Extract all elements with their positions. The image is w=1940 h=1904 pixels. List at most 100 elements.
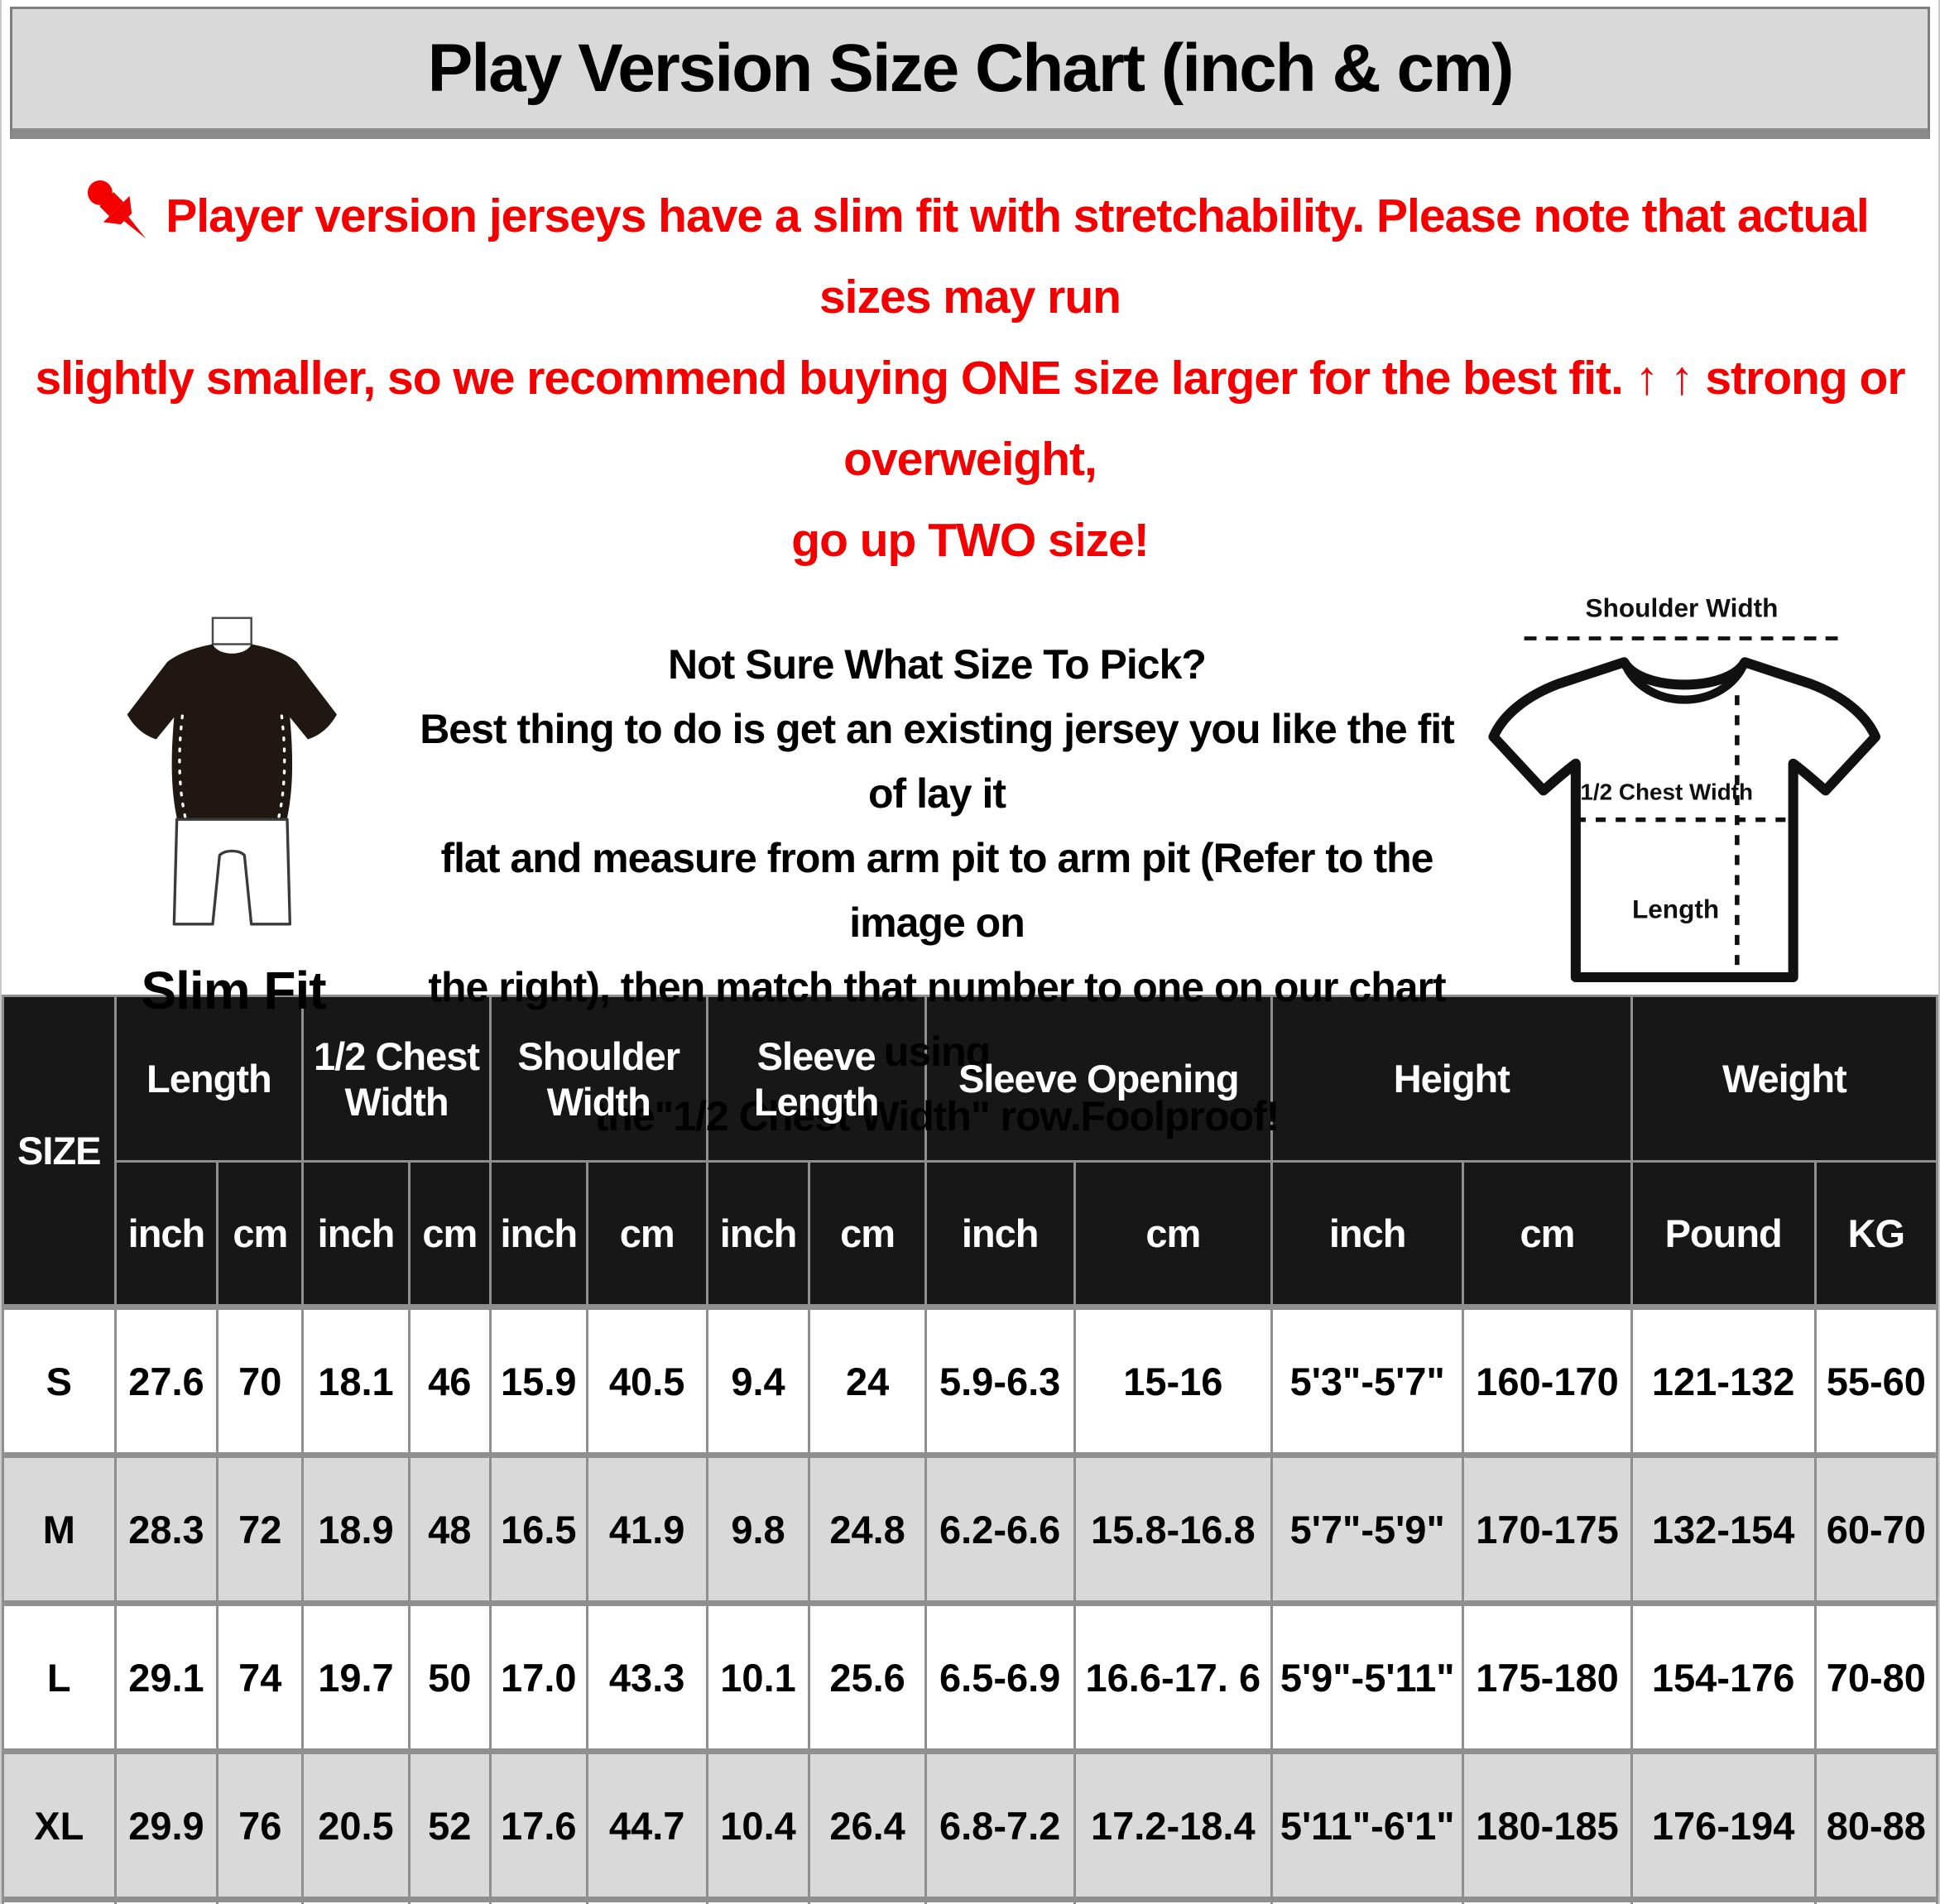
value-cell: 17.6 <box>488 1748 588 1902</box>
fit-guide-line: flat and measure from arm pit to arm pit… <box>440 835 1434 947</box>
column-group-height: Height <box>1270 995 1633 1163</box>
length-label: Length <box>1632 894 1719 924</box>
value-cell: 6'1"-6'2" <box>1270 1897 1465 1904</box>
column-group-shoulder-width: Shoulder Width <box>488 995 708 1163</box>
value-cell: 17.2-18.4 <box>1073 1748 1273 1902</box>
column-group-weight: Weight <box>1630 995 1938 1163</box>
value-cell: 121-132 <box>1630 1304 1817 1457</box>
value-cell: 185-188 <box>1462 1897 1633 1904</box>
value-cell: 20.5 <box>301 1748 411 1902</box>
value-cell: 5'7"-5'9" <box>1270 1452 1465 1605</box>
slim-fit-label: Slim Fit <box>141 961 326 1021</box>
size-cell: XL <box>2 1748 117 1902</box>
value-cell: 194-203 <box>1630 1897 1817 1904</box>
value-cell: 10.4 <box>705 1748 811 1902</box>
header-row-units: inch cm inch cm inch cm inch cm inch cm inch cm Poun… <box>3 1160 1938 1309</box>
column-group-sleeve-length: Sleeve Length <box>705 995 927 1163</box>
fit-notice-line-3: go up TWO size! <box>791 514 1149 568</box>
value-cell: 70-80 <box>1813 1600 1938 1753</box>
fit-guide-heading: Not Sure What Size To Pick? <box>668 641 1207 688</box>
value-cell: 180-185 <box>1462 1748 1633 1902</box>
value-cell: 7.2-7.6 <box>924 1897 1076 1904</box>
unit-header: cm <box>216 1160 305 1309</box>
unit-header: cm <box>1073 1160 1273 1309</box>
value-cell: 88-92 <box>1813 1897 1938 1904</box>
unit-header: cm <box>808 1160 927 1309</box>
value-cell: 9.8 <box>705 1452 811 1605</box>
table-head: SIZE Length 1/2 Chest Width Shoulder Width… <box>2 995 1938 1309</box>
fit-notice-text-1: Player version jerseys have a slim fit w… <box>166 189 1869 324</box>
header-row-groups: SIZE Length 1/2 Chest Width Shoulder Width… <box>2 995 1938 1309</box>
value-cell: 30.7 <box>113 1897 219 1904</box>
value-cell: 154-176 <box>1630 1600 1817 1753</box>
page-title: Play Version Size Chart (inch & cm) <box>10 7 1930 139</box>
unit-header: cm <box>407 1160 492 1309</box>
value-cell: 6.8-7.2 <box>924 1748 1076 1902</box>
value-cell: 21.3 <box>301 1897 411 1904</box>
pushpin-icon <box>88 180 146 239</box>
size-row-s: S 27.6 70 18.1 46 15.9 40.5 9.4 24 5.9-6.3 15-16 5'… <box>2 1304 1938 1457</box>
shoulder-width-label: Shoulder Width <box>1586 593 1779 623</box>
half-chest-width-label: 1/2 Chest Width <box>1580 779 1753 805</box>
size-cell: L <box>2 1600 117 1753</box>
value-cell: 5'9"-5'11" <box>1270 1600 1465 1753</box>
value-cell: 15.8-16.8 <box>1073 1452 1273 1605</box>
value-cell: 6.5-6.9 <box>924 1600 1076 1753</box>
value-cell: 24 <box>808 1304 927 1457</box>
value-cell: 80-88 <box>1813 1748 1938 1902</box>
value-cell: 44.7 <box>585 1748 708 1902</box>
value-cell: 41.9 <box>585 1452 708 1605</box>
value-cell: 18.1 <box>301 1304 411 1457</box>
unit-header: KG <box>1813 1160 1938 1309</box>
value-cell: 18.2-19.2 <box>1073 1897 1273 1904</box>
value-cell: 160-170 <box>1462 1304 1633 1457</box>
unit-header: inch <box>705 1160 811 1309</box>
unit-header: Pound <box>1630 1160 1817 1309</box>
fit-guide-section: Slim Fit Not Sure What Size To Pick? Bes… <box>2 586 1938 1139</box>
column-group-length: Length <box>113 995 305 1163</box>
value-cell: 50 <box>407 1600 492 1753</box>
value-cell: 26.4 <box>808 1748 927 1902</box>
value-cell: 16.6-17. 6 <box>1073 1600 1273 1753</box>
value-cell: 72 <box>216 1452 305 1605</box>
tshirt-diagram-block: Shoulder Width 1/2 Chest Width Length <box>1458 589 1905 989</box>
value-cell: 176-194 <box>1630 1748 1817 1902</box>
fit-notice-line-1: Player version jerseys have a slim fit w… <box>23 164 1917 338</box>
unit-header: cm <box>585 1160 708 1309</box>
slim-fit-figure <box>127 616 337 926</box>
value-cell: 27.6 <box>113 1304 219 1457</box>
size-cell: M <box>2 1452 117 1605</box>
value-cell: 46.1 <box>585 1897 708 1904</box>
value-cell: 40.5 <box>585 1304 708 1457</box>
unit-header: inch <box>924 1160 1076 1309</box>
value-cell: 9.4 <box>705 1304 811 1457</box>
value-cell: 29.9 <box>113 1748 219 1902</box>
column-group-1-2-chest-width: 1/2 Chest Width <box>301 995 492 1163</box>
value-cell: 19.7 <box>301 1600 411 1753</box>
value-cell: 46 <box>407 1304 492 1457</box>
value-cell: 10.7 <box>705 1897 811 1904</box>
fit-guide-text: Not Sure What Size To Pick? Best thing t… <box>415 589 1458 1149</box>
value-cell: 76 <box>216 1748 305 1902</box>
value-cell: 43.3 <box>585 1600 708 1753</box>
fit-guide-line: the right), then match that number to on… <box>428 964 1446 1076</box>
unit-header: inch <box>113 1160 219 1309</box>
value-cell: 16.5 <box>488 1452 588 1605</box>
unit-header: inch <box>1270 1160 1465 1309</box>
value-cell: 170-175 <box>1462 1452 1633 1605</box>
value-cell: 28.3 <box>113 1452 219 1605</box>
value-cell: 29.1 <box>113 1600 219 1753</box>
fit-notice: Player version jerseys have a slim fit w… <box>2 139 1938 586</box>
size-row-l: L 29.1 74 19.7 50 17.0 43.3 10.1 25.6 6.5-6.9 16.6… <box>2 1600 1938 1753</box>
table-body: S 27.6 70 18.1 46 15.9 40.5 9.4 24 5.9-6.3 15-16 5'… <box>2 1304 1938 1904</box>
value-cell: 5'11"-6'1" <box>1270 1748 1465 1902</box>
size-column-header: SIZE <box>2 995 117 1309</box>
value-cell: 70 <box>216 1304 305 1457</box>
value-cell: 5'3"-5'7" <box>1270 1304 1465 1457</box>
size-row-m: M 28.3 72 18.9 48 16.5 41.9 9.8 24.8 6.2-6.6 15.8-… <box>2 1452 1938 1605</box>
column-group-sleeve-opening: Sleeve Opening <box>924 995 1273 1163</box>
value-cell: 54 <box>407 1897 492 1904</box>
value-cell: 78 <box>216 1897 305 1904</box>
tshirt-measurement-diagram: Shoulder Width 1/2 Chest Width Length <box>1488 593 1881 983</box>
